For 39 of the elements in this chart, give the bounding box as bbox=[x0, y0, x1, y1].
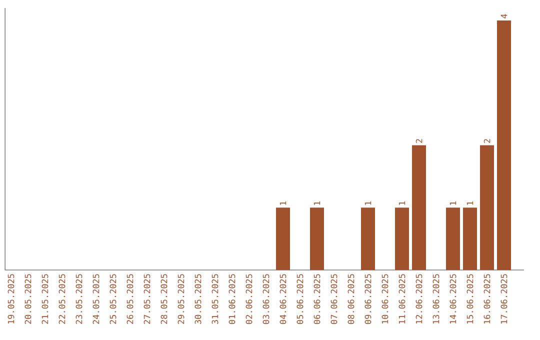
x-tick-label: 21.05.2025 bbox=[42, 274, 48, 324]
x-tick-label: 27.05.2025 bbox=[144, 274, 150, 324]
x-tick-label: 15.06.2025 bbox=[466, 274, 474, 324]
data-label: 4 bbox=[500, 14, 508, 18]
x-tick-label: 04.06.2025 bbox=[280, 274, 286, 324]
x-tick-label: 07.06.2025 bbox=[330, 274, 338, 324]
data-label: 2 bbox=[484, 139, 490, 143]
x-tick-label: 06.06.2025 bbox=[314, 274, 320, 324]
x-tick-label: 17.06.2025 bbox=[500, 274, 508, 324]
data-label: 1 bbox=[314, 201, 320, 205]
x-tick-label: 19.05.2025 bbox=[8, 274, 14, 324]
x-tick-label: 08.06.2025 bbox=[348, 274, 354, 324]
x-tick-label: 09.06.2025 bbox=[364, 274, 372, 324]
x-tick-label: 26.05.2025 bbox=[126, 274, 134, 324]
x-tick-label: 11.06.2025 bbox=[398, 274, 406, 324]
data-label: 1 bbox=[398, 201, 406, 205]
data-label: 2 bbox=[416, 139, 422, 143]
x-tick-label: 28.05.2025 bbox=[160, 274, 168, 324]
data-label: 1 bbox=[364, 201, 372, 205]
x-tick-label: 14.06.2025 bbox=[450, 274, 456, 324]
x-tick-label: 25.05.2025 bbox=[110, 274, 116, 324]
data-label: 1 bbox=[280, 201, 286, 205]
x-tick-label: 13.06.2025 bbox=[432, 274, 440, 324]
x-tick-label: 24.05.2025 bbox=[92, 274, 100, 324]
x-tick-label: 03.06.2025 bbox=[262, 274, 270, 324]
x-tick-label: 05.06.2025 bbox=[296, 274, 304, 324]
x-tick-label: 10.06.2025 bbox=[382, 274, 388, 324]
x-tick-label: 02.06.2025 bbox=[246, 274, 252, 324]
x-tick-label: 16.06.2025 bbox=[484, 274, 490, 324]
x-tick-label: 29.05.2025 bbox=[178, 274, 184, 324]
data-label: 1 bbox=[450, 201, 456, 205]
x-tick-label: 30.05.2025 bbox=[194, 274, 202, 324]
data-label: 1 bbox=[466, 201, 474, 205]
x-tick-label: 31.05.2025 bbox=[212, 274, 218, 324]
x-tick-label: 23.05.2025 bbox=[76, 274, 82, 324]
x-tick-label: 20.05.2025 bbox=[24, 274, 32, 324]
x-tick-label: 22.05.2025 bbox=[58, 274, 66, 324]
x-tick-label: 12.06.2025 bbox=[416, 274, 422, 324]
x-tick-label: 01.06.2025 bbox=[228, 274, 236, 324]
